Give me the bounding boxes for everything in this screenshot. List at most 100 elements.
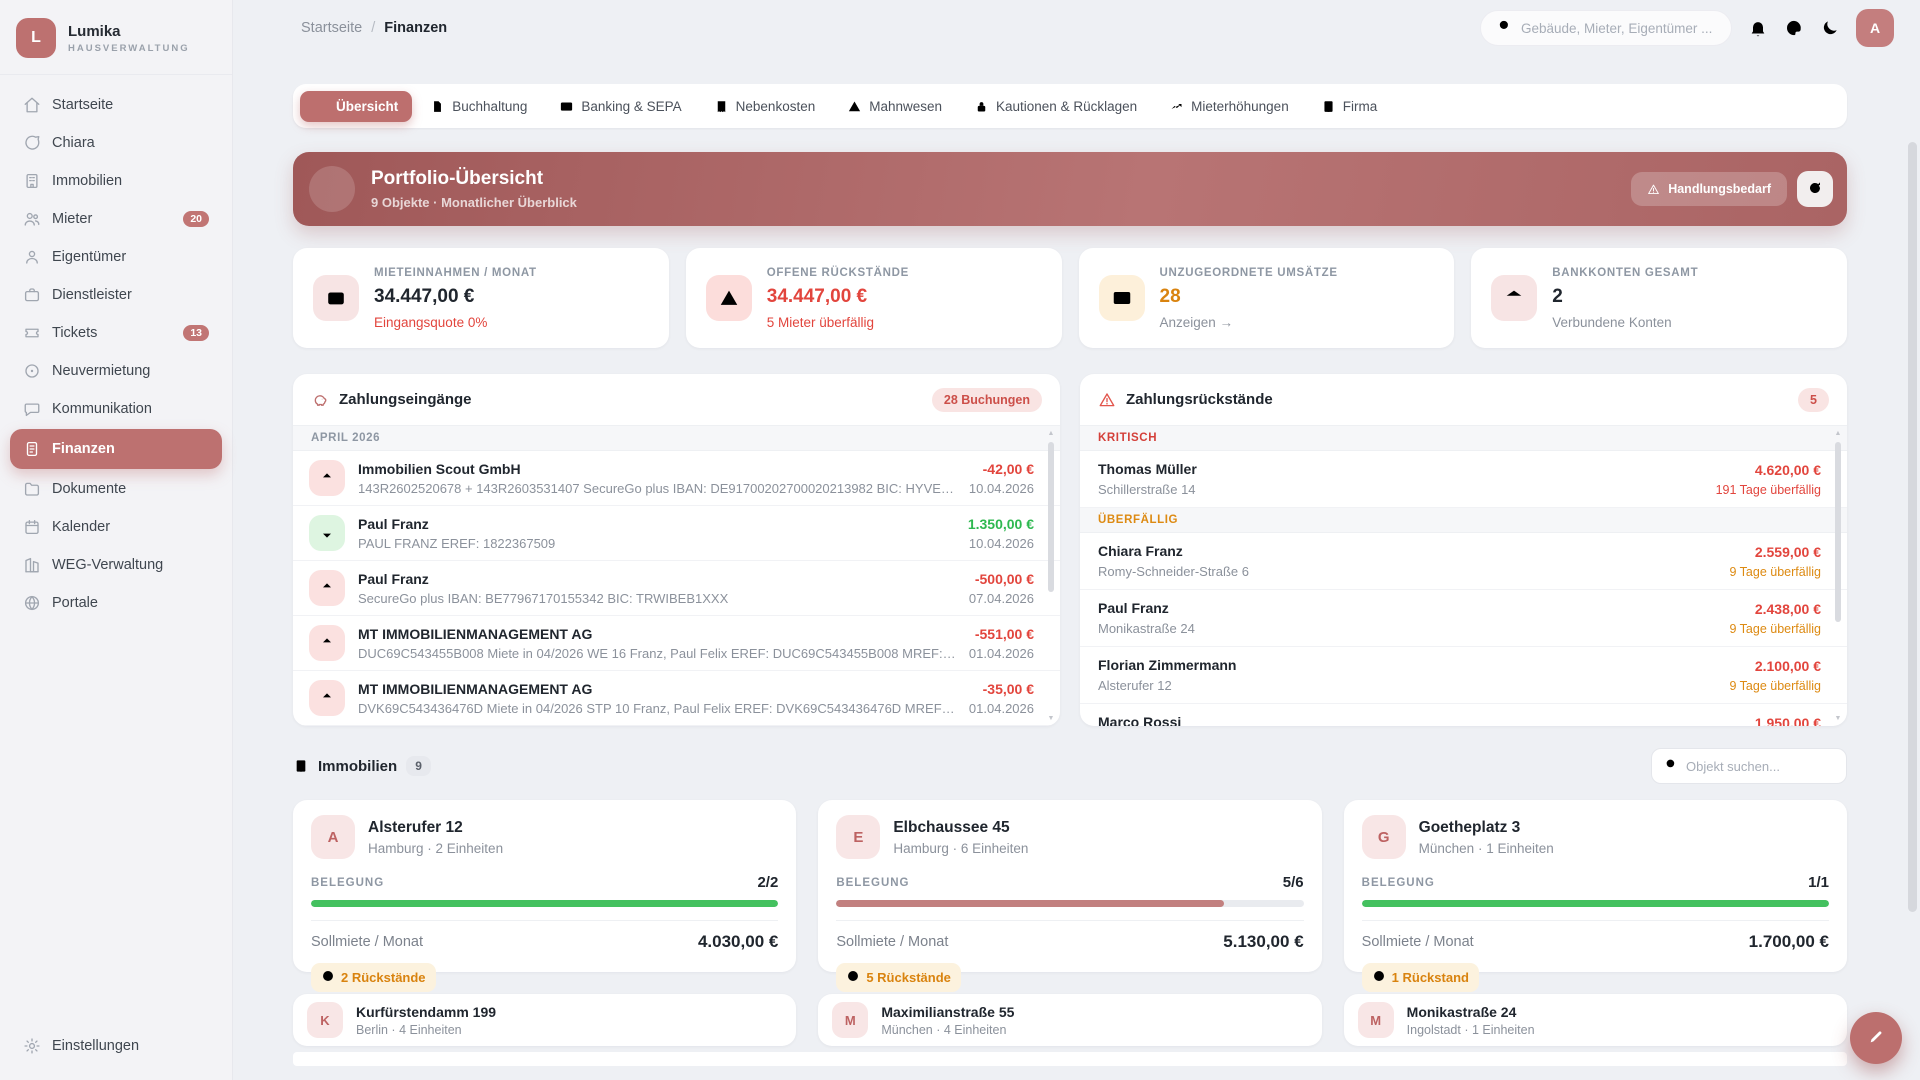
property-card-goetheplatz-3[interactable]: G Goetheplatz 3 München · 1 Einheiten BE… [1343,800,1847,992]
search-icon [1664,757,1678,776]
property-name: Goetheplatz 3 [1418,818,1521,836]
sidebar-item-dokumente[interactable]: Dokumente [10,471,222,507]
object-search[interactable] [1651,748,1847,784]
property-card-kurfuerstendamm-199[interactable]: K Kurfürstendamm 199 Berlin · 4 Einheite… [293,994,797,1046]
handlungsbedarf-button[interactable]: Handlungsbedarf [1631,172,1787,206]
breadcrumb-separator: / [371,20,376,36]
sidebar: L Lumika HAUSVERWALTUNG Startseite Chiar… [0,0,233,1080]
global-search-input[interactable] [1521,20,1715,36]
tab-buchhaltung[interactable]: Buchhaltung [416,91,541,122]
tab-banking-sepa[interactable]: Banking & SEPA [545,91,695,122]
sidebar-item-eigentuemer[interactable]: Eigentümer [10,239,222,275]
sidebar-item-portale[interactable]: Portale [10,585,222,621]
mieter-count-badge: 20 [183,211,209,227]
sidebar-item-mieter[interactable]: Mieter 20 [10,201,222,237]
global-search[interactable] [1480,10,1732,46]
property-meta: München · 1 Einheiten [1418,840,1554,856]
trending-up-icon [1169,99,1184,114]
stat-value: 34.447,00 € [766,285,868,307]
transaction-row[interactable]: MT IMMOBILIENMANAGEMENT AG DVK69C5434364… [293,671,1060,726]
stat-value: 28 [1159,285,1181,307]
arrow-up-icon [309,570,345,606]
stat-offene-rueckstaende: OFFENE RÜCKSTÄNDE 34.447,00 € 5 Mieter ü… [685,248,1062,348]
breadcrumb-startseite[interactable]: Startseite [301,20,363,36]
overdue-group-label: ÜBERFÄLLIG [1080,508,1847,533]
stat-unzugeordnete-umsaetze: UNZUGEORDNETE UMSÄTZE 28 Anzeigen → [1078,248,1455,348]
sidebar-item-einstellungen[interactable]: Einstellungen [10,1028,222,1064]
page-scrollbar[interactable] [1908,120,1917,1072]
sidebar-item-dienstleister[interactable]: Dienstleister [10,277,222,313]
tab-mahnwesen[interactable]: Mahnwesen [833,91,956,122]
tab-nebenkosten[interactable]: Nebenkosten [700,91,830,122]
tab-firma[interactable]: Firma [1307,91,1392,122]
sidebar-item-weg-verwaltung[interactable]: WEG-Verwaltung [10,547,222,583]
menu-icon[interactable] [263,18,283,38]
sidebar-item-kommunikation[interactable]: Kommunikation [10,391,222,427]
home-icon [23,96,41,114]
bell-icon[interactable] [1748,18,1768,38]
sidebar-item-chiara[interactable]: Chiara [10,125,222,161]
transaction-row[interactable]: Immobilien Scout GmbH 143R2602520678 + 1… [293,451,1060,506]
property-avatar: E [836,815,881,859]
stat-sub: 5 Mieter überfällig [766,314,875,330]
tab-mieterhoehungen[interactable]: Mieterhöhungen [1155,91,1303,122]
content-scroll-area: Übersicht Buchhaltung Banking & SEPA Neb… [233,56,1920,1080]
sidebar-item-tickets[interactable]: Tickets 13 [10,315,222,351]
arrears-row[interactable]: Paul Franz Monikastraße 24 2.438,00 € 9 … [1080,590,1847,647]
property-meta: München · 4 Einheiten [881,1022,1007,1037]
property-grid: A Alsterufer 12 Hamburg · 2 Einheiten BE… [293,800,1847,1046]
clock-icon [846,969,860,986]
folder-icon [23,480,41,498]
property-card-monikastrasse-24[interactable]: M Monikastraße 24 Ingolstadt · 1 Einheit… [1343,994,1847,1046]
property-card-elbchaussee-45[interactable]: E Elbchaussee 45 Hamburg · 6 Einheiten B… [818,800,1322,992]
credit-card-icon [1098,275,1145,321]
payments-scrollbar[interactable]: ▲ ▼ [1047,430,1055,722]
occupancy-value: 2/2 [757,874,779,891]
sidebar-item-startseite[interactable]: Startseite [10,87,222,123]
credit-card-icon [559,99,574,114]
immobilien-count-badge: 9 [406,756,431,776]
arrears-scrollbar[interactable]: ▲ ▼ [1834,430,1842,722]
rent-value: 5.130,00 € [1223,932,1304,951]
arrears-badge: 1 Rückstand [1361,963,1479,992]
transaction-row[interactable]: Paul Franz SecureGo plus IBAN: BE7796717… [293,561,1060,616]
palette-icon[interactable] [1784,18,1804,38]
moon-icon[interactable] [1820,18,1840,38]
main-area: Startseite / Finanzen A Übersicht [233,0,1920,1080]
bank-icon [1491,275,1538,321]
gear-icon [23,1037,41,1055]
transaction-row[interactable]: Paul Franz PAUL FRANZ EREF: 1822367509 1… [293,506,1060,561]
banner-title: Portfolio-Übersicht [371,168,544,189]
property-name: Maximilianstraße 55 [881,1003,1015,1020]
property-card-maximilianstrasse-55[interactable]: M Maximilianstraße 55 München · 4 Einhei… [818,994,1322,1046]
alert-triangle-icon [847,99,862,114]
arrears-row[interactable]: Chiara Franz Romy-Schneider-Straße 6 2.5… [1080,533,1847,590]
sidebar-item-immobilien[interactable]: Immobilien [10,163,222,199]
floating-action-button[interactable] [1850,1012,1902,1064]
stat-sub: Verbundene Konten [1552,314,1672,330]
arrears-row[interactable]: Marco Rossi Schillerstraße 14 1.950,00 €… [1080,704,1847,726]
briefcase-icon [23,286,41,304]
arrears-row[interactable]: Florian Zimmermann Alsterufer 12 2.100,0… [1080,647,1847,704]
sidebar-item-finanzen[interactable]: Finanzen [10,429,222,469]
user-avatar[interactable]: A [1856,9,1894,47]
transaction-row[interactable]: MT IMMOBILIENMANAGEMENT AG DUC69C543455B… [293,616,1060,671]
tab-uebersicht[interactable]: Übersicht [300,90,413,122]
object-search-input[interactable] [1686,758,1834,774]
arrears-row[interactable]: Thomas Müller Schillerstraße 14 4.620,00… [1080,451,1847,508]
property-avatar: G [1361,815,1406,859]
receipt-icon [714,99,729,114]
property-meta: Berlin · 4 Einheiten [356,1022,462,1037]
anzeigen-link[interactable]: Anzeigen → [1159,314,1234,330]
pen-icon [1868,1029,1884,1048]
sidebar-item-kalender[interactable]: Kalender [10,509,222,545]
occupancy-value: 5/6 [1282,874,1304,891]
occupancy-label: BELEGUNG [311,876,385,889]
sidebar-item-neuvermietung[interactable]: Neuvermietung [10,353,222,389]
refresh-button[interactable] [1797,171,1833,207]
arrow-up-icon [309,680,345,716]
users-icon [23,210,41,228]
property-card-alsterufer-12[interactable]: A Alsterufer 12 Hamburg · 2 Einheiten BE… [293,800,797,992]
page-scrollbar-thumb[interactable] [1908,142,1917,912]
tab-kautionen-ruecklagen[interactable]: Kautionen & Rücklagen [960,91,1151,122]
